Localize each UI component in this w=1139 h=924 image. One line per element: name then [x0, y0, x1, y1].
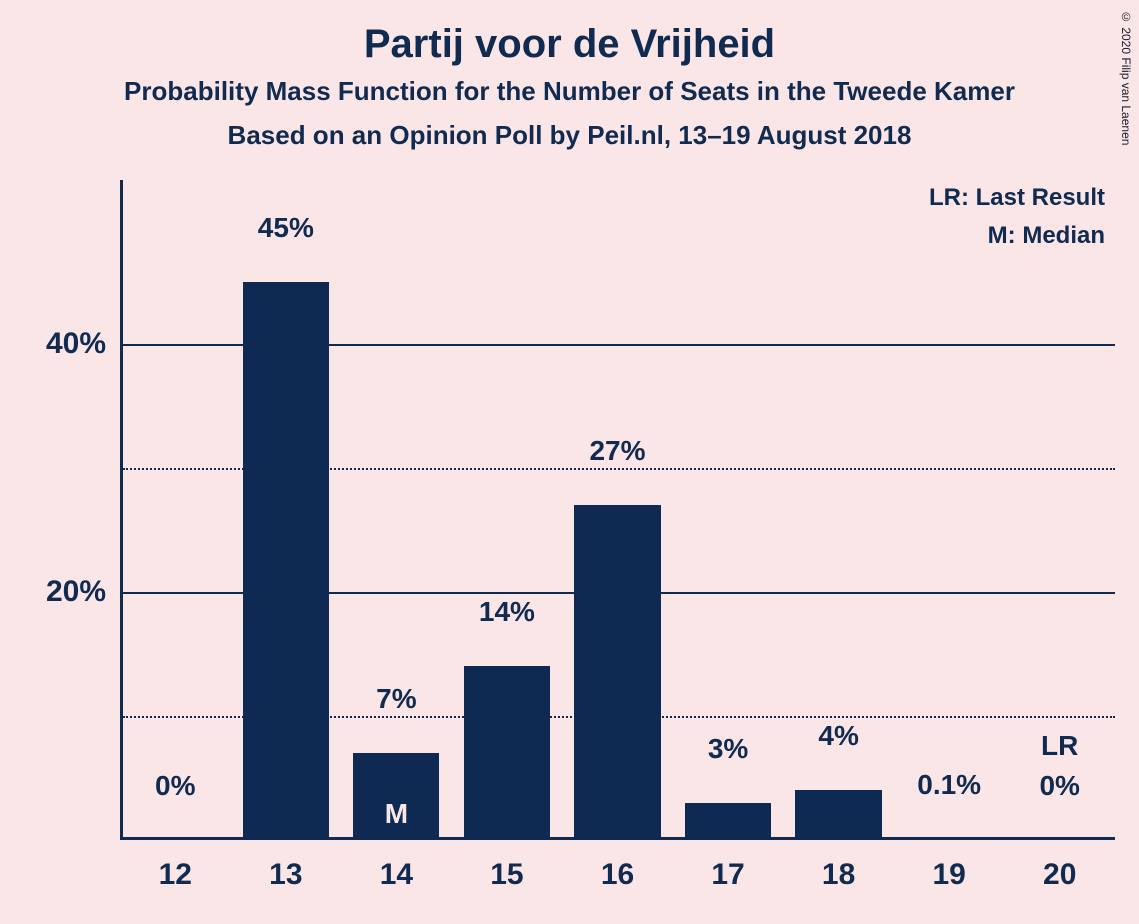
bar-value-label: 14% — [479, 596, 535, 628]
x-tick-label: 20 — [1043, 840, 1076, 892]
chart-container: Partij voor de Vrijheid Probability Mass… — [0, 0, 1139, 924]
bar — [906, 839, 992, 840]
plot-area: 20%40%120%1345%147%M1514%1627%173%184%19… — [120, 220, 1115, 840]
y-axis — [120, 180, 123, 840]
x-tick-label: 16 — [601, 840, 634, 892]
chart-subtitle-1: Probability Mass Function for the Number… — [0, 76, 1139, 107]
x-tick-label: 15 — [490, 840, 523, 892]
bar-above-label: LR — [1041, 730, 1078, 762]
bar-inside-label: M — [385, 798, 408, 830]
chart-subtitle-2: Based on an Opinion Poll by Peil.nl, 13–… — [0, 120, 1139, 151]
x-tick-label: 17 — [711, 840, 744, 892]
x-tick-label: 12 — [159, 840, 192, 892]
copyright-text: © 2020 Filip van Laenen — [1119, 10, 1133, 145]
y-tick-label: 40% — [46, 327, 120, 361]
bar-value-label: 0.1% — [917, 769, 981, 801]
bar-value-label: 7% — [376, 683, 416, 715]
bar-value-label: 3% — [708, 733, 748, 765]
bar-value-label: 0% — [155, 770, 195, 802]
x-tick-label: 18 — [822, 840, 855, 892]
bar — [464, 666, 550, 840]
legend-median: M: Median — [988, 222, 1105, 250]
chart-title: Partij voor de Vrijheid — [0, 22, 1139, 67]
bar-value-label: 45% — [258, 212, 314, 244]
bar — [243, 282, 329, 840]
x-tick-label: 19 — [932, 840, 965, 892]
bar-value-label: 0% — [1039, 770, 1079, 802]
bar-value-label: 27% — [589, 435, 645, 467]
bar — [574, 505, 660, 840]
y-tick-label: 20% — [46, 575, 120, 609]
bar — [685, 803, 771, 840]
bar-value-label: 4% — [818, 720, 858, 752]
bar — [795, 790, 881, 840]
x-tick-label: 13 — [269, 840, 302, 892]
x-tick-label: 14 — [380, 840, 413, 892]
legend-lr: LR: Last Result — [929, 184, 1105, 212]
